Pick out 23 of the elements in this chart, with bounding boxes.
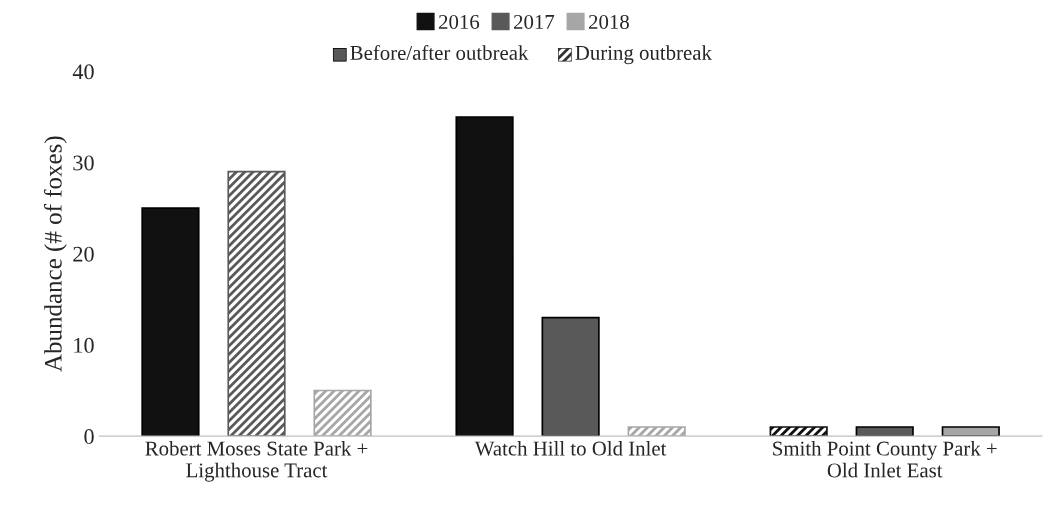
y-tick-label: 40 — [72, 64, 94, 80]
y-tick-label: 30 — [73, 155, 94, 171]
legend-label: 2016 — [439, 14, 480, 29]
x-tick-label: Watch Hill to Old Inlet — [474, 440, 667, 456]
bar — [227, 170, 286, 437]
bar — [455, 116, 514, 437]
bar — [541, 316, 600, 437]
bar — [855, 426, 914, 437]
y-tick-label: 0 — [84, 429, 94, 445]
y-tick-label: 20 — [73, 246, 94, 262]
text: Before/after outbreak — [350, 45, 529, 60]
x-tick-label: Smith Point County Park + Old Inlet East — [773, 440, 997, 478]
bar — [627, 426, 686, 437]
bar — [769, 426, 828, 437]
bar — [941, 426, 1000, 437]
text: During outbreak — [575, 45, 712, 65]
y-axis-title: Abundance (# of foxes) — [43, 136, 67, 372]
legend-label: 2018 — [589, 14, 629, 29]
x-tick-label: Robert Moses State Park + Lighthouse Tract — [145, 440, 368, 482]
legend-label: 2017 — [514, 14, 555, 29]
bar — [141, 207, 200, 437]
bar — [313, 389, 372, 437]
y-tick-label: 10 — [74, 337, 94, 353]
